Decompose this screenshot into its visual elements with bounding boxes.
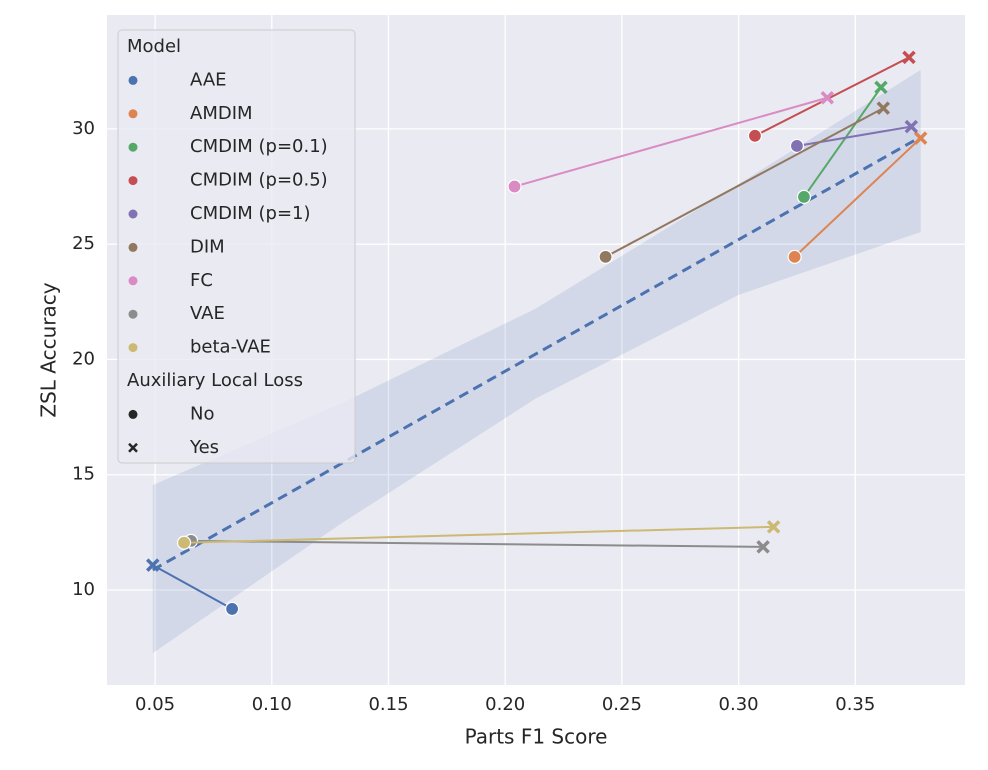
x-tick-label: 0.25 bbox=[602, 694, 642, 715]
legend-label: VAE bbox=[190, 303, 225, 324]
legend-label: DIM bbox=[190, 236, 225, 257]
series-line bbox=[796, 125, 912, 147]
y-tick-label: 20 bbox=[72, 348, 95, 369]
point-yes bbox=[913, 131, 928, 145]
point-yes bbox=[902, 50, 916, 65]
series-line bbox=[514, 96, 828, 188]
y-tick-label: 25 bbox=[72, 233, 95, 254]
legend-label: FC bbox=[190, 270, 213, 291]
y-tick-label: 15 bbox=[72, 464, 95, 485]
point-no bbox=[507, 179, 522, 194]
legend-marker bbox=[128, 109, 138, 119]
legend-marker bbox=[128, 276, 138, 286]
legend-marker bbox=[128, 309, 138, 319]
legend-title: Model bbox=[127, 36, 181, 57]
legend-label: CMDIM (p=0.1) bbox=[190, 136, 328, 157]
point-yes bbox=[904, 119, 919, 134]
point-yes bbox=[756, 540, 770, 554]
series-line bbox=[183, 525, 774, 544]
legend-label: CMDIM (p=1) bbox=[190, 203, 311, 224]
point-yes bbox=[146, 558, 160, 572]
legend-box bbox=[117, 29, 356, 464]
x-axis-label: Parts F1 Score bbox=[465, 725, 608, 749]
x-tick-label: 0.30 bbox=[719, 694, 759, 715]
point-yes bbox=[820, 91, 835, 105]
legend-marker bbox=[128, 142, 138, 152]
legend-label: AMDIM bbox=[190, 103, 253, 124]
y-tick-label: 10 bbox=[72, 579, 95, 600]
series-line bbox=[605, 107, 884, 258]
x-tick-label: 0.05 bbox=[135, 694, 175, 715]
point-yes bbox=[876, 101, 891, 115]
series-line bbox=[793, 137, 922, 258]
legend-marker bbox=[128, 409, 138, 419]
legend-label: CMDIM (p=0.5) bbox=[190, 170, 328, 191]
legend-label: AAE bbox=[190, 69, 227, 90]
confidence-band bbox=[152, 69, 921, 654]
x-tick-label: 0.15 bbox=[368, 694, 408, 715]
y-axis-label: ZSL Accuracy bbox=[37, 282, 61, 417]
point-no bbox=[796, 189, 812, 205]
point-no bbox=[598, 249, 613, 264]
legend-label: No bbox=[190, 403, 214, 424]
series-line bbox=[803, 86, 882, 198]
point-no bbox=[787, 249, 802, 264]
legend-marker bbox=[128, 242, 138, 252]
point-yes bbox=[766, 520, 781, 534]
legend-marker bbox=[128, 209, 138, 219]
legend-label: beta-VAE bbox=[190, 337, 271, 358]
x-tick-label: 0.20 bbox=[485, 694, 525, 715]
point-no bbox=[789, 138, 805, 154]
point-yes bbox=[874, 80, 888, 95]
x-tick-label: 0.35 bbox=[835, 694, 875, 715]
series-line bbox=[152, 564, 233, 610]
point-no bbox=[225, 601, 240, 617]
legend-marker bbox=[128, 442, 138, 453]
legend-marker bbox=[128, 176, 138, 186]
series-line bbox=[191, 539, 764, 548]
point-no bbox=[176, 535, 192, 550]
series-line bbox=[754, 56, 910, 137]
x-tick-label: 0.10 bbox=[252, 694, 292, 715]
point-no bbox=[747, 128, 763, 143]
legend-marker bbox=[128, 343, 138, 353]
y-tick-label: 30 bbox=[72, 118, 95, 139]
regression-line bbox=[152, 135, 922, 572]
legend-label: Yes bbox=[189, 437, 219, 458]
legend-marker bbox=[128, 75, 138, 85]
legend-subtitle: Auxiliary Local Loss bbox=[127, 370, 303, 391]
